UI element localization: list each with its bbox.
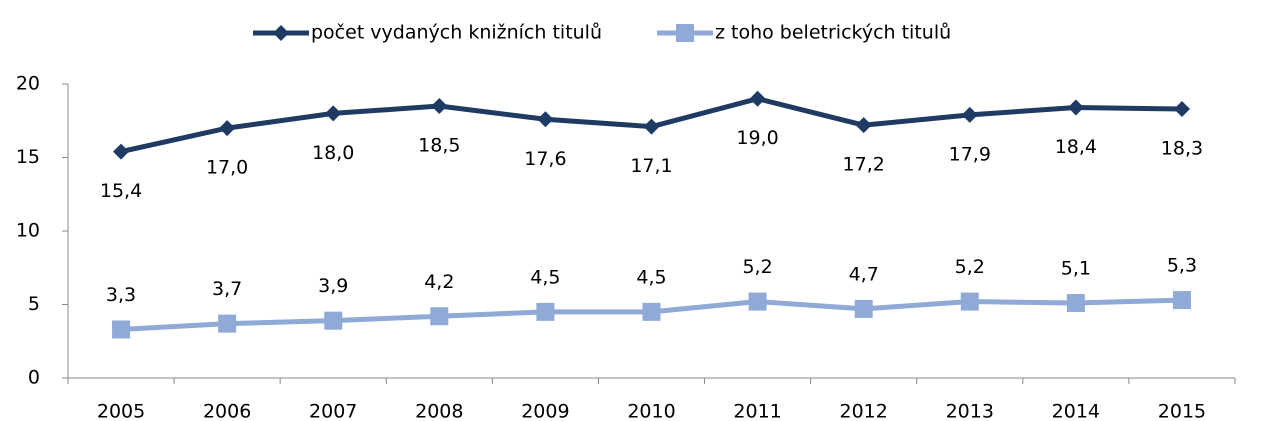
data-point <box>1067 99 1084 116</box>
x-tick-label: 2014 <box>1052 401 1100 421</box>
data-label: 5,3 <box>1167 255 1197 277</box>
data-label: 4,7 <box>849 263 879 285</box>
data-point <box>749 90 766 107</box>
data-point <box>1066 294 1085 313</box>
x-tick-label: 2005 <box>97 401 145 421</box>
data-point <box>536 302 555 321</box>
data-point <box>855 117 872 134</box>
y-tick-label: 0 <box>28 367 40 389</box>
data-point <box>961 106 978 123</box>
data-label: 4,5 <box>636 266 666 288</box>
data-point <box>219 120 236 137</box>
data-point <box>430 307 449 326</box>
legend-label: z toho beletrických titulů <box>715 22 951 44</box>
legend-label: počet vydaných knižních titulů <box>311 22 602 44</box>
x-tick-label: 2010 <box>627 401 675 421</box>
x-tick-label: 2006 <box>203 401 251 421</box>
data-label: 17,0 <box>206 157 248 179</box>
data-label: 17,9 <box>949 143 991 165</box>
data-point <box>218 314 237 333</box>
data-label: 17,2 <box>843 154 885 176</box>
data-label: 5,1 <box>1061 258 1091 280</box>
data-point <box>960 292 979 311</box>
data-point <box>112 320 131 339</box>
y-tick-label: 10 <box>16 220 40 242</box>
data-label: 18,0 <box>312 142 354 164</box>
data-point <box>854 299 873 318</box>
x-tick-label: 2009 <box>521 401 569 421</box>
data-label: 3,3 <box>106 284 136 306</box>
x-tick-label: 2013 <box>946 401 994 421</box>
data-point <box>1173 100 1190 117</box>
data-point <box>537 111 554 128</box>
x-tick-label: 2015 <box>1158 401 1206 421</box>
data-label: 18,3 <box>1161 137 1203 159</box>
y-tick-label: 5 <box>28 293 40 315</box>
x-tick-label: 2012 <box>840 401 888 421</box>
y-tick-label: 15 <box>16 146 40 168</box>
data-label: 18,5 <box>418 135 460 157</box>
x-tick-label: 2007 <box>309 401 357 421</box>
data-point <box>431 98 448 115</box>
data-point <box>642 302 661 321</box>
data-point <box>643 118 660 135</box>
data-point <box>324 311 343 330</box>
legend-marker <box>273 25 289 41</box>
data-label: 19,0 <box>736 127 778 149</box>
x-tick-label: 2008 <box>415 401 463 421</box>
x-tick-label: 2011 <box>733 401 781 421</box>
data-label: 15,4 <box>100 180 142 202</box>
data-label: 5,2 <box>742 256 772 278</box>
data-label: 17,1 <box>630 155 672 177</box>
data-label: 4,5 <box>530 266 560 288</box>
data-label: 3,9 <box>318 275 348 297</box>
data-point <box>1172 291 1191 310</box>
data-point <box>748 292 767 311</box>
data-label: 3,7 <box>212 278 242 300</box>
data-point <box>325 105 342 122</box>
data-label: 18,4 <box>1055 136 1097 158</box>
legend-marker <box>676 24 695 42</box>
data-point <box>113 143 130 160</box>
y-tick-label: 20 <box>16 73 40 95</box>
data-label: 17,6 <box>524 148 566 170</box>
data-label: 5,2 <box>955 256 985 278</box>
data-label: 4,2 <box>424 271 454 293</box>
